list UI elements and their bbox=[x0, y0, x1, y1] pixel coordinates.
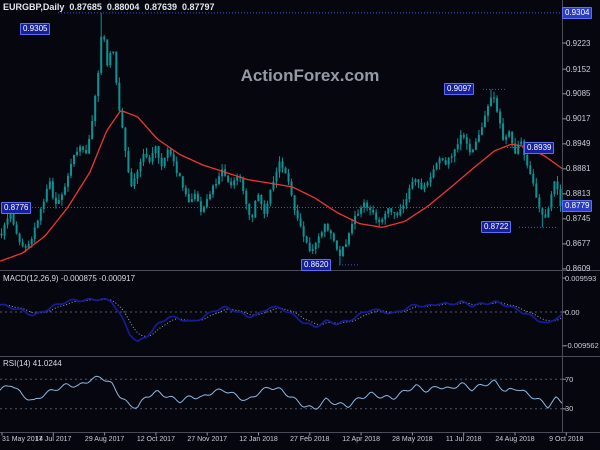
price-scale-label: 0.8881 bbox=[566, 164, 591, 174]
ohlc-close: 0.87797 bbox=[182, 2, 215, 12]
price-scale-label: 0.8745 bbox=[566, 214, 591, 224]
date-axis-label: 14 Jul 2017 bbox=[35, 436, 72, 443]
ohlc-open: 0.87685 bbox=[69, 2, 102, 12]
price-scale-label: 0.9223 bbox=[566, 38, 591, 48]
rsi-indicator-label: RSI(14) 41.0244 bbox=[3, 359, 62, 368]
date-axis-label: 24 Aug 2018 bbox=[495, 436, 535, 443]
chart-title: EURGBP,Daily 0.87685 0.88004 0.87639 0.8… bbox=[3, 2, 215, 12]
price-scale-label: 0.8609 bbox=[566, 264, 591, 274]
price-scale-label: 0.8677 bbox=[566, 239, 591, 249]
price-level-flag: 0.8939 bbox=[524, 141, 555, 154]
ohlc-high: 0.88004 bbox=[106, 2, 140, 12]
rsi-scale-label: 70 bbox=[565, 374, 574, 384]
date-axis-label: 27 Nov 2017 bbox=[187, 436, 228, 443]
price-scale-flag: 0.9304 bbox=[562, 7, 593, 20]
watermark: ActionForex.com bbox=[240, 66, 380, 85]
price-level-flag: 0.8776 bbox=[1, 201, 32, 214]
date-axis-label: 12 Oct 2017 bbox=[136, 436, 175, 443]
macd-indicator-label: MACD(12,26,9) -0.000875 -0.000917 bbox=[3, 274, 136, 283]
macd-scale-label: -0.009562 bbox=[565, 341, 599, 351]
macd-scale-label: 0.009593 bbox=[565, 273, 597, 283]
price-level-flag: 0.9305 bbox=[20, 22, 51, 35]
price-scale-label: 0.8813 bbox=[566, 189, 591, 199]
price-scale-label: 0.9152 bbox=[566, 64, 591, 74]
date-axis-label: 12 Jan 2018 bbox=[239, 436, 278, 443]
price-scale-label: 0.8949 bbox=[566, 139, 591, 149]
price-scale-label: 0.9085 bbox=[566, 89, 591, 99]
date-axis-label: 31 May 2017 bbox=[2, 436, 43, 443]
ohlc-low: 0.87639 bbox=[144, 2, 177, 12]
macd-scale-label: 0.00 bbox=[565, 307, 580, 317]
price-scale-flag: 0.8779 bbox=[562, 200, 593, 213]
symbol-timeframe: EURGBP,Daily bbox=[3, 2, 65, 12]
date-axis-label: 28 May 2018 bbox=[392, 436, 433, 443]
rsi-scale-label: 30 bbox=[565, 404, 574, 414]
date-axis-label: 29 Aug 2017 bbox=[84, 436, 125, 443]
price-level-flag: 0.8722 bbox=[481, 221, 512, 234]
date-axis-label: 27 Feb 2018 bbox=[290, 436, 330, 443]
date-axis-label: 11 Jul 2018 bbox=[445, 436, 482, 443]
date-axis-label: 9 Oct 2018 bbox=[549, 436, 584, 443]
price-level-flag: 0.8620 bbox=[301, 258, 332, 271]
price-scale-label: 0.9017 bbox=[566, 114, 591, 124]
price-level-flag: 0.9097 bbox=[444, 83, 475, 96]
date-axis-label: 12 Apr 2018 bbox=[342, 436, 380, 443]
